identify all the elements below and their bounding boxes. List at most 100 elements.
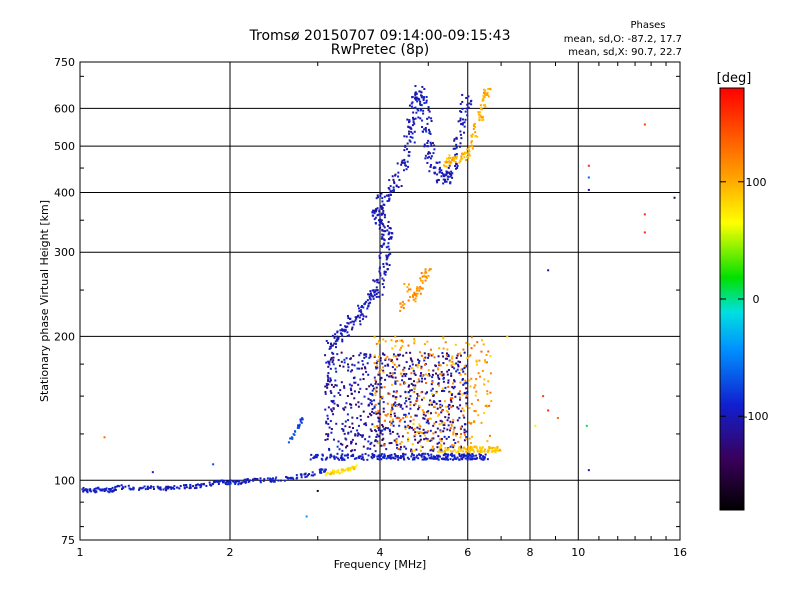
data-point [365, 388, 368, 391]
data-point [413, 449, 416, 452]
data-point [198, 484, 201, 487]
data-point [420, 365, 423, 368]
data-point [336, 445, 339, 448]
data-point [380, 386, 383, 389]
data-point [486, 393, 489, 396]
data-point [217, 483, 220, 486]
data-point [476, 341, 479, 344]
data-point [407, 126, 410, 129]
data-point [432, 394, 435, 397]
data-point [421, 279, 424, 282]
data-point [108, 491, 111, 494]
data-point [409, 420, 412, 423]
data-point [470, 336, 473, 339]
data-point [373, 362, 376, 365]
data-point [385, 448, 388, 451]
data-point [386, 256, 389, 259]
data-point [379, 226, 382, 229]
data-point [424, 157, 427, 160]
data-point [359, 323, 362, 326]
data-point [425, 130, 428, 133]
data-point [383, 216, 386, 219]
data-point [421, 398, 424, 401]
data-point [376, 455, 379, 458]
data-point [356, 417, 359, 420]
data-point [351, 465, 354, 468]
data-point [446, 373, 449, 376]
data-point [468, 154, 471, 157]
data-point [381, 233, 384, 236]
data-point [371, 454, 374, 457]
data-point [372, 289, 375, 292]
data-point [434, 411, 437, 414]
data-point [484, 359, 487, 362]
data-point [407, 385, 410, 388]
data-point [333, 455, 336, 458]
data-point [386, 363, 389, 366]
data-point [337, 440, 340, 443]
data-point [400, 185, 403, 188]
data-point [386, 229, 389, 232]
data-point [342, 407, 345, 410]
data-point [483, 383, 486, 386]
data-point [387, 242, 390, 245]
data-point [392, 188, 395, 191]
data-point [93, 488, 96, 491]
data-point [441, 387, 444, 390]
data-point [381, 293, 384, 296]
data-point [419, 100, 422, 103]
data-point [392, 390, 395, 393]
data-point [332, 471, 335, 474]
data-point [385, 258, 388, 261]
data-point [225, 482, 228, 485]
data-point [369, 401, 372, 404]
data-point [329, 342, 332, 345]
data-point [466, 456, 469, 459]
data-point [384, 230, 387, 233]
data-point [403, 366, 406, 369]
data-point [463, 125, 466, 128]
data-point [446, 171, 449, 174]
data-point [243, 480, 246, 483]
data-point [486, 440, 489, 443]
data-point [496, 447, 499, 450]
data-point [443, 423, 446, 426]
y-tick-label: 75 [61, 534, 75, 547]
data-point [429, 268, 432, 271]
data-point [103, 436, 106, 439]
data-point [369, 297, 372, 300]
data-point [491, 447, 494, 450]
data-point [340, 360, 343, 363]
data-point [483, 412, 486, 415]
data-point [130, 488, 133, 491]
data-point [466, 453, 469, 456]
data-point [421, 126, 424, 129]
data-point [356, 429, 359, 432]
data-point [427, 352, 430, 355]
data-point [371, 394, 374, 397]
data-point [461, 458, 464, 461]
data-point [428, 170, 431, 173]
data-point [361, 456, 364, 459]
data-point [420, 445, 423, 448]
data-point [349, 469, 352, 472]
data-point [411, 363, 414, 366]
data-point [438, 423, 441, 426]
data-point [293, 433, 296, 436]
data-point [259, 481, 262, 484]
data-point [426, 145, 429, 148]
data-point [416, 441, 419, 444]
data-point [395, 416, 398, 419]
data-point [453, 444, 456, 447]
data-point [465, 435, 468, 438]
data-point [275, 476, 278, 479]
data-point [481, 369, 484, 372]
data-point [351, 363, 354, 366]
data-point [459, 117, 462, 120]
data-point [460, 152, 463, 155]
data-point [289, 476, 292, 479]
data-point [172, 486, 175, 489]
data-point [436, 442, 439, 445]
data-point [351, 416, 354, 419]
data-point [443, 457, 446, 460]
